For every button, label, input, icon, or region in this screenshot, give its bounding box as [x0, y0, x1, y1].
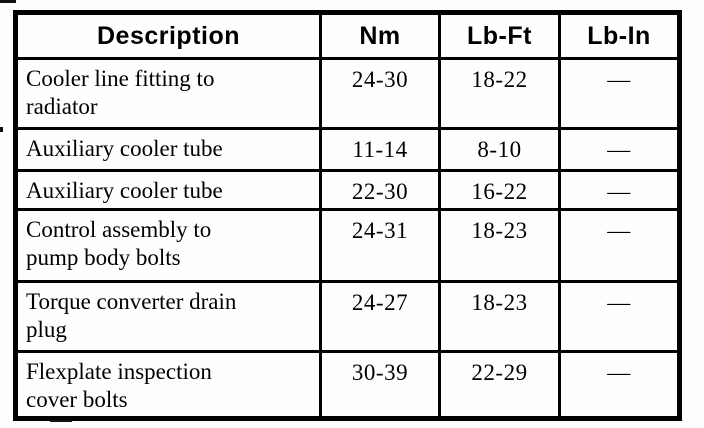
description-cell: Auxiliary cooler tube	[14, 127, 322, 172]
nm-value-cell: 24-27	[319, 280, 441, 353]
nm-value-cell: 11-14	[319, 127, 441, 172]
lb-ft-value-cell: 18-23	[438, 208, 561, 283]
table-row: Auxiliary cooler tube 11-14 8-10 —	[14, 127, 681, 172]
description-cell: Auxiliary cooler tube	[14, 169, 322, 211]
lb-in-value-cell: —	[558, 127, 681, 172]
description-cell: Control assembly to pump body bolts	[14, 208, 322, 283]
nm-value-cell: 24-30	[319, 57, 441, 130]
scan-artifact-mark	[0, 0, 16, 3]
description-cell: Cooler line fitting to radiator	[14, 57, 322, 130]
lb-ft-value-cell: 22-29	[438, 350, 561, 420]
lb-ft-value-cell: 18-23	[438, 280, 561, 353]
nm-value-cell: 22-30	[319, 169, 441, 211]
torque-spec-table: Description Nm Lb-Ft Lb-In Cooler line f…	[13, 10, 682, 421]
column-header-nm: Nm	[319, 11, 441, 60]
nm-value-cell: 30-39	[319, 350, 441, 420]
table-row: Torque converter drain plug 24-27 18-23 …	[14, 280, 681, 353]
table-header-row: Description Nm Lb-Ft Lb-In	[14, 11, 681, 60]
scan-artifact-mark	[50, 420, 72, 422]
column-header-lb-ft: Lb-Ft	[438, 11, 561, 60]
description-cell: Torque converter drain plug	[14, 280, 322, 353]
lb-in-value-cell: —	[558, 169, 681, 211]
lb-in-value-cell: —	[558, 350, 681, 420]
lb-in-value-cell: —	[558, 280, 681, 353]
column-header-lb-in: Lb-In	[558, 11, 681, 60]
description-cell: Flexplate inspection cover bolts	[14, 350, 322, 420]
column-header-description: Description	[14, 11, 322, 60]
lb-ft-value-cell: 16-22	[438, 169, 561, 211]
table-row: Auxiliary cooler tube 22-30 16-22 —	[14, 169, 681, 211]
nm-value-cell: 24-31	[319, 208, 441, 283]
lb-in-value-cell: —	[558, 57, 681, 130]
lb-in-value-cell: —	[558, 208, 681, 283]
table-row: Cooler line fitting to radiator 24-30 18…	[14, 57, 681, 130]
lb-ft-value-cell: 18-22	[438, 57, 561, 130]
table-row: Control assembly to pump body bolts 24-3…	[14, 208, 681, 283]
lb-ft-value-cell: 8-10	[438, 127, 561, 172]
scan-artifact-mark	[0, 127, 3, 132]
table-row: Flexplate inspection cover bolts 30-39 2…	[14, 350, 681, 420]
